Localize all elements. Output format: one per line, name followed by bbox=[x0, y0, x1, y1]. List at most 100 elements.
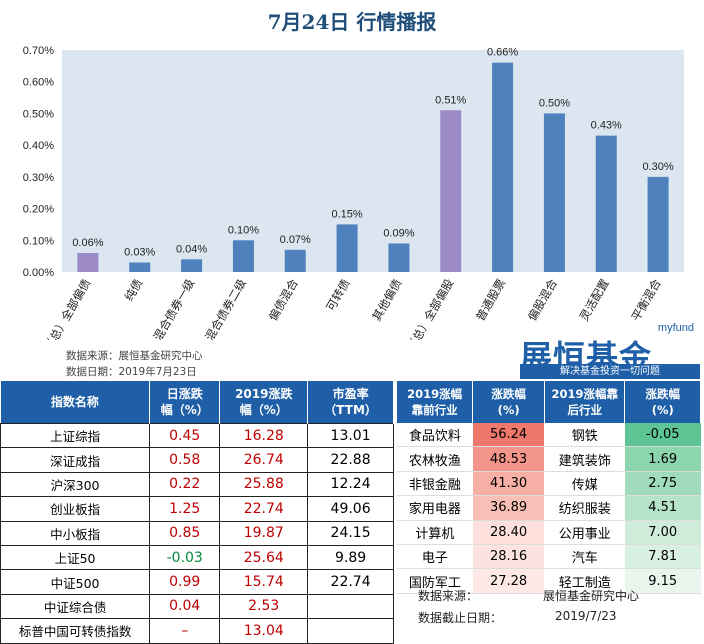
x-tick-label: 偏债混合 bbox=[266, 276, 301, 323]
x-tick-label: 普通股票 bbox=[473, 277, 508, 324]
index-pe: 49.06 bbox=[307, 496, 394, 522]
index-ytd-change: 22.74 bbox=[219, 496, 309, 522]
x-tick-label: 其他偏债 bbox=[369, 277, 404, 324]
index-name: 中证500 bbox=[0, 569, 151, 595]
index-row: 沪深300 0.22 25.88 12.24 bbox=[0, 471, 394, 498]
industry-row: 非银金融 41.30 传媒 2.75 bbox=[397, 471, 701, 497]
y-tick-label: 0.40% bbox=[23, 140, 54, 152]
index-pe: 24.15 bbox=[307, 520, 394, 546]
top-industry-name: 食品饮料 bbox=[397, 423, 473, 448]
index-day-change: 0.58 bbox=[149, 447, 221, 473]
index-row: 上证综指 0.45 16.28 13.01 bbox=[0, 422, 394, 449]
bar bbox=[647, 176, 669, 272]
data-label: 0.51% bbox=[435, 94, 466, 106]
brand-logo: myfund 展恒基金 解决基金投资一切问题 bbox=[510, 322, 700, 380]
top-industry-name: 国防军工 bbox=[397, 568, 473, 594]
index-row: 中证综合债 0.04 2.53 bbox=[0, 593, 394, 620]
top-industry-change: 28.16 bbox=[472, 544, 545, 570]
chart-date: 数据日期：2019年7月23日 bbox=[66, 366, 197, 378]
index-row: 上证50 -0.03 25.64 9.89 bbox=[0, 544, 394, 571]
industry-row: 计算机 28.40 公用事业 7.00 bbox=[397, 520, 701, 545]
x-tick-label: 可转债 bbox=[323, 277, 352, 314]
page-title: 7月24日 行情播报 bbox=[267, 10, 437, 34]
top-industry-change: 56.24 bbox=[472, 423, 545, 448]
top-industry-change: 48.53 bbox=[472, 446, 545, 472]
bottom-industry-name: 传媒 bbox=[544, 471, 625, 497]
bar bbox=[77, 252, 99, 272]
index-row: 中证500 0.99 15.74 22.74 bbox=[0, 569, 394, 595]
bar bbox=[181, 259, 203, 272]
top-industry-change: 41.30 bbox=[472, 471, 545, 497]
data-label: 0.50% bbox=[539, 97, 570, 109]
logo-slogan: 解决基金投资一切问题 bbox=[520, 364, 700, 379]
bottom-industry-change: 9.15 bbox=[624, 568, 701, 594]
index-day-change: 1.25 bbox=[149, 496, 221, 522]
logo-small-text: myfund bbox=[657, 322, 694, 334]
x-tick-label: 混合债券一级 bbox=[151, 276, 198, 340]
bottom-industry-change: -0.05 bbox=[624, 423, 701, 448]
index-name: 沪深300 bbox=[0, 471, 151, 498]
index-ytd-change: 16.28 bbox=[219, 422, 309, 449]
bar bbox=[440, 110, 462, 272]
data-label: 0.03% bbox=[124, 246, 155, 258]
index-ytd-change: 19.87 bbox=[219, 520, 309, 546]
index-day-change: – bbox=[149, 618, 221, 644]
industry-row: 国防军工 27.28 轻工制造 9.15 bbox=[397, 568, 701, 594]
x-tick-label: 偏股混合 bbox=[525, 276, 560, 323]
index-pe: 12.24 bbox=[307, 471, 394, 498]
bar bbox=[129, 262, 151, 272]
bottom-industry-change: 1.69 bbox=[624, 446, 701, 472]
index-name: 上证综指 bbox=[0, 422, 151, 449]
index-ytd-change: 26.74 bbox=[219, 447, 309, 473]
x-tick-label: （总）全部偏债 bbox=[41, 277, 93, 341]
index-name: 中小板指 bbox=[0, 520, 151, 546]
data-label: 0.15% bbox=[331, 208, 362, 220]
y-tick-label: 0.20% bbox=[23, 204, 54, 216]
header-bottom-industry: 2019涨幅靠 后行业 bbox=[544, 381, 626, 423]
index-pe bbox=[307, 593, 394, 620]
data-label: 0.04% bbox=[176, 243, 207, 255]
industry-date-label: 数据截止日期： bbox=[418, 611, 503, 625]
industry-source-value: 展恒基金研究中心 bbox=[543, 589, 640, 603]
bar bbox=[595, 135, 617, 272]
y-tick-label: 0.70% bbox=[23, 45, 54, 57]
bottom-industry-name: 建筑装饰 bbox=[544, 446, 625, 472]
bottom-industry-name: 公用事业 bbox=[544, 520, 625, 545]
index-row: 标普中国可转债指数 –13.04 bbox=[0, 618, 394, 644]
index-pe bbox=[307, 618, 394, 644]
header-day-change: 日涨跌 幅（%） bbox=[149, 381, 221, 424]
bar bbox=[284, 249, 306, 272]
index-row: 中小板指 0.85 19.87 24.15 bbox=[0, 520, 394, 546]
bar bbox=[543, 113, 565, 272]
bar bbox=[336, 224, 358, 272]
index-row: 创业板指 1.25 22.74 49.06 bbox=[0, 496, 394, 522]
index-pe: 22.74 bbox=[307, 569, 394, 595]
bottom-industry-change: 4.51 bbox=[624, 495, 701, 521]
index-day-change: 0.45 bbox=[149, 422, 221, 449]
bar-chart: 0.00% 0.10% 0.20% 0.30% 0.40% 0.50% 0.60% 0.70%… bbox=[23, 45, 684, 341]
chart-source: 数据来源：展恒基金研究中心 bbox=[66, 350, 203, 362]
index-name: 创业板指 bbox=[0, 496, 151, 522]
x-tick-label: 平衡混合 bbox=[629, 276, 664, 323]
bar bbox=[492, 62, 514, 272]
index-ytd-change: 25.64 bbox=[219, 544, 309, 571]
y-tick-label: 0.60% bbox=[23, 77, 54, 89]
index-name: 标普中国可转债指数 bbox=[0, 618, 151, 644]
header-pe: 市盈率 （TTM） bbox=[307, 381, 394, 424]
x-tick-label: （总）全部偏股 bbox=[404, 276, 457, 340]
index-day-change: 0.22 bbox=[149, 471, 221, 498]
top-industry-name: 计算机 bbox=[397, 520, 473, 545]
header-top-industry: 2019涨幅 靠前行业 bbox=[397, 381, 474, 423]
industry-row: 家用电器 36.89 纺织服装 4.51 bbox=[397, 495, 701, 521]
bottom-industry-name: 汽车 bbox=[544, 544, 625, 570]
bottom-industry-change: 7.81 bbox=[624, 544, 701, 570]
data-label: 0.09% bbox=[383, 227, 414, 239]
bottom-industry-change: 2.75 bbox=[624, 471, 701, 497]
index-pe: 9.89 bbox=[307, 544, 394, 571]
y-tick-label: 0.50% bbox=[23, 108, 54, 120]
header-bottom-change: 涨跌幅 (%) bbox=[624, 381, 701, 423]
index-pe: 13.01 bbox=[307, 422, 394, 449]
bottom-industry-name: 轻工制造 bbox=[544, 568, 625, 594]
data-label: 0.66% bbox=[487, 47, 518, 59]
index-day-change: 0.04 bbox=[149, 593, 221, 620]
